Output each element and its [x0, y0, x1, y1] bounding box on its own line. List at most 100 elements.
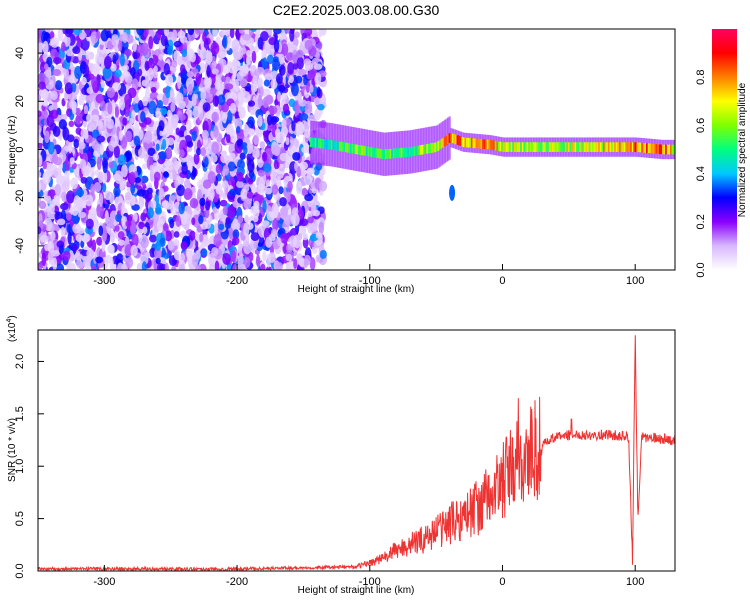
- heatmap-ridge-cell: [329, 139, 332, 150]
- heatmap-cell: [41, 99, 49, 107]
- heatmap-cell: [95, 31, 102, 40]
- heatmap-ridge-cell: [480, 139, 483, 149]
- heatmap-cell: [72, 107, 77, 115]
- heatmap-cell: [302, 121, 310, 133]
- heatmap-cell: [270, 116, 278, 126]
- heatmap-cell: [138, 100, 143, 111]
- heatmap-cell: [80, 240, 85, 248]
- heatmap-ridge-cell: [626, 142, 630, 152]
- heatmap-cell: [274, 128, 281, 139]
- heatmap-cell: [38, 42, 43, 56]
- heatmap-cell: [101, 183, 107, 193]
- heatmap-ridge-cell: [572, 142, 576, 152]
- heatmap-cell: [302, 233, 308, 241]
- heatmap-cell: [235, 52, 241, 60]
- heatmap-cell: [102, 159, 108, 174]
- heatmap-ridge-cell: [650, 143, 654, 154]
- heatmap-ridge-cell: [669, 144, 673, 155]
- heatmap-ridge-cell: [462, 137, 466, 148]
- heatmap-ridge-cell: [354, 144, 357, 154]
- heatmap-cell: [164, 262, 169, 270]
- heatmap-cell: [210, 42, 220, 55]
- heatmap-cell: [47, 241, 55, 254]
- heatmap-cell: [158, 53, 164, 61]
- heatmap-cell: [201, 248, 208, 257]
- heatmap-ridge-cell: [483, 139, 486, 149]
- heatmap-cell: [229, 188, 238, 196]
- heatmap-ridge-cell: [583, 142, 587, 152]
- heatmap-ridge-cell: [488, 139, 491, 150]
- heatmap-cell: [280, 125, 289, 138]
- heatmap-ridge-cell: [587, 142, 590, 152]
- heatmap-ridge-cell: [499, 141, 502, 152]
- heatmap-cell: [221, 75, 227, 83]
- heatmap-cell: [113, 145, 120, 159]
- heatmap-ridge-cell: [413, 146, 416, 157]
- heatmap-cell: [144, 130, 153, 144]
- heatmap-cell: [118, 130, 123, 142]
- heatmap-cell: [142, 29, 149, 38]
- heatmap-cell: [153, 171, 161, 182]
- heatmap-ridge-cell: [566, 142, 569, 152]
- heatmap-ridge-cell: [453, 134, 456, 144]
- heatmap-cell: [304, 174, 313, 186]
- heatmap-y-tick-label: 0: [14, 146, 26, 152]
- heatmap-ridge-cell: [663, 144, 666, 155]
- heatmap-ridge-cell: [577, 142, 580, 152]
- heatmap-cell: [96, 236, 103, 246]
- heatmap-cell: [161, 130, 171, 138]
- heatmap-cell: [318, 180, 328, 192]
- heatmap-ridge-cell: [633, 142, 636, 152]
- heatmap-cell: [140, 175, 149, 184]
- heatmap-ridge-cell: [459, 136, 462, 147]
- heatmap-cell: [138, 146, 146, 159]
- heatmap-ridge-cell: [649, 143, 652, 154]
- heatmap-cell: [292, 152, 301, 161]
- heatmap-cell: [130, 183, 136, 194]
- heatmap-cell: [240, 188, 248, 200]
- heatmap-cell: [63, 91, 69, 103]
- heatmap-cell: [42, 170, 51, 185]
- heatmap-ridge-cell: [454, 134, 458, 145]
- heatmap-ridge-cell: [353, 144, 356, 154]
- heatmap-cell: [230, 102, 236, 112]
- heatmap-cell: [80, 177, 88, 184]
- heatmap-ridge-cell: [612, 142, 615, 152]
- heatmap-cell: [313, 63, 323, 70]
- heatmap-ridge-cell: [654, 143, 657, 154]
- heatmap-cell: [76, 227, 86, 235]
- heatmap-cell: [180, 241, 188, 250]
- heatmap-cell: [80, 128, 87, 139]
- heatmap-cell: [53, 156, 63, 166]
- heatmap-cell: [232, 236, 240, 246]
- heatmap-cell: [298, 68, 307, 76]
- heatmap-cell: [191, 85, 199, 95]
- heatmap-cell: [246, 142, 254, 155]
- heatmap-y-tick-label: -20: [14, 190, 26, 206]
- heatmap-cell: [253, 200, 260, 210]
- heatmap-cell: [272, 171, 277, 184]
- heatmap-cell: [178, 260, 186, 270]
- heatmap-cell: [98, 225, 104, 237]
- heatmap-cell: [243, 146, 248, 155]
- heatmap-ridge-cell: [391, 148, 394, 159]
- heatmap-cell: [304, 39, 313, 51]
- heatmap-ridge-cell: [375, 148, 378, 158]
- heatmap-cell: [85, 50, 90, 61]
- heatmap-cell: [288, 75, 294, 83]
- heatmap-cell: [63, 67, 69, 80]
- heatmap-ridge-cell: [343, 142, 346, 152]
- heatmap-cell: [268, 105, 278, 115]
- heatmap-cell: [255, 66, 265, 75]
- heatmap-ridge-cell: [638, 142, 641, 153]
- heatmap-ridge-cell: [513, 142, 517, 152]
- heatmap-cell: [53, 102, 58, 112]
- heatmap-cell: [149, 234, 157, 243]
- snr-x-axis-label: Height of straight line (km): [298, 585, 415, 596]
- heatmap-cell: [86, 248, 95, 259]
- heatmap-cell: [304, 193, 314, 202]
- heatmap-cell: [232, 229, 240, 240]
- heatmap-ridge-cell: [381, 149, 384, 159]
- heatmap-cell: [198, 215, 204, 225]
- heatmap-cell: [133, 135, 141, 147]
